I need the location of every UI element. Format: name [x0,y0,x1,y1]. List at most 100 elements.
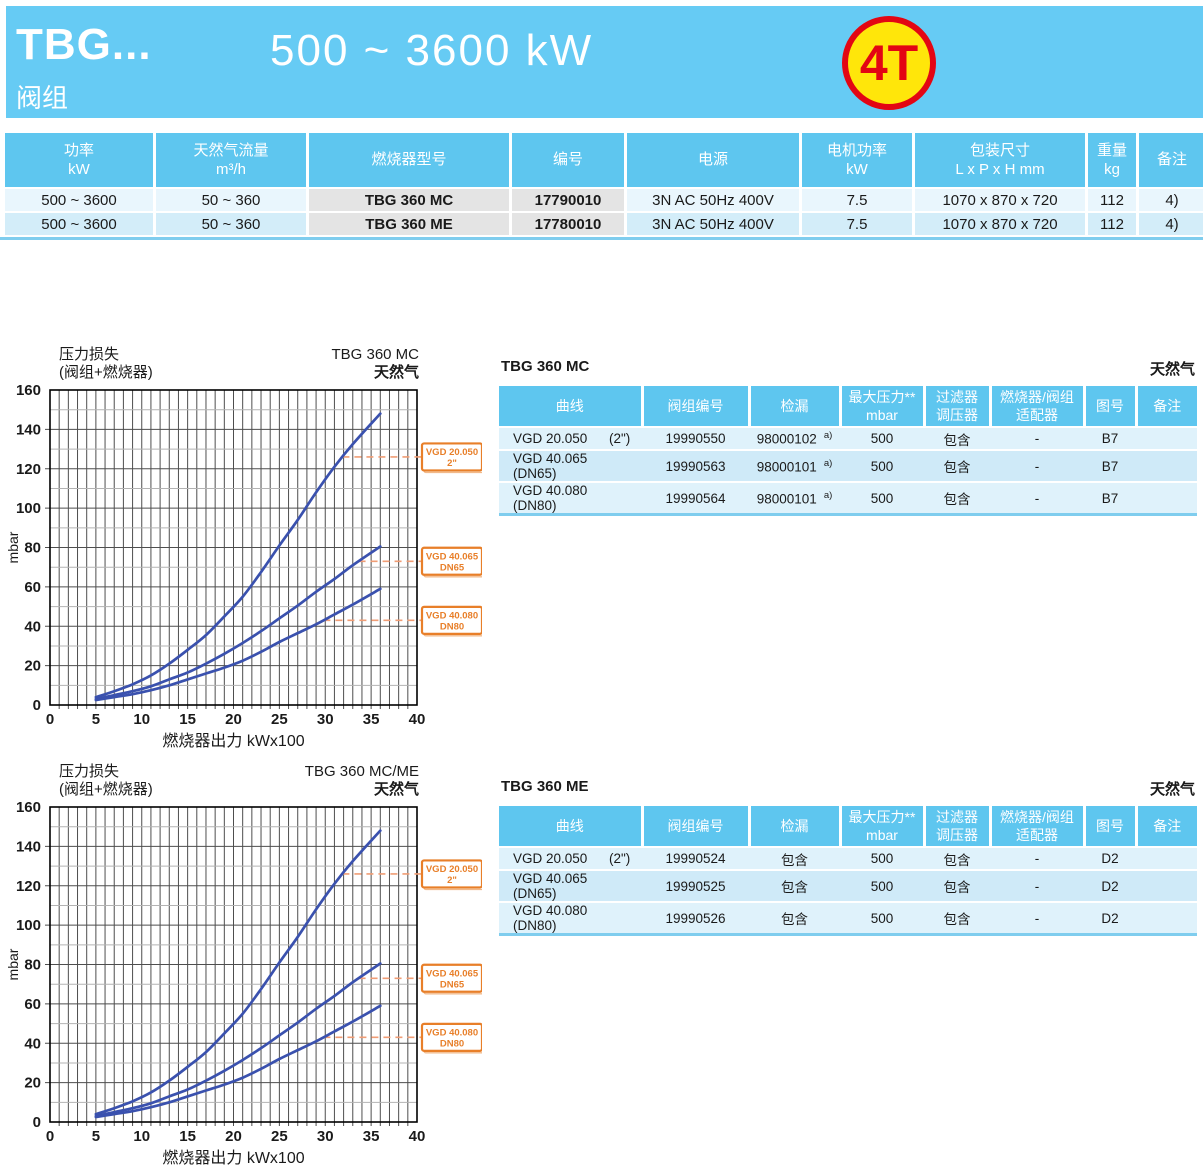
table-cell: 19990550 [642,426,749,450]
table-cell: VGD 40.080(DN80) [499,481,642,513]
y-tick-label: 100 [16,917,41,934]
column-header: 电源 [627,133,799,187]
table-underline [0,237,1203,240]
table-cell: 包含 [924,481,990,513]
x-tick-label: 20 [225,711,242,728]
table-underline [499,933,1197,936]
callout-label: DN65 [440,979,465,990]
curve-vgd-40-065-dn65 [94,962,382,1118]
table-cell: 1070 x 870 x 720 [915,211,1085,235]
chart-title-right: 天然气 [374,780,419,798]
column-header: 检漏 [747,386,840,427]
callout-label: DN80 [440,1038,464,1049]
valve-group-table-mc: TBG 360 MC 天然气 曲线 阀组编号 检漏 最大压力** mbar 过滤器 调压器燃… [499,358,1197,516]
table-cell: B7 [1084,426,1136,450]
table-cell: 17790010 [512,187,624,211]
x-tick-label: 35 [363,711,380,728]
y-tick-label: 60 [24,996,41,1013]
column-header: 备注 [1134,806,1197,847]
product-series-title: TBG... [16,20,152,69]
table-cell: 500 ~ 3600 [5,211,153,235]
burner-spec-table-wrap: 功率 kW 天然气流量 m³/h 燃烧器型号 编号 电源 电机功率 kW 包装尺寸 L x P x … [2,133,1203,235]
gas-type-label: 天然气 [1149,361,1195,378]
section-badge: 4T [842,16,936,110]
x-tick-label: 25 [271,1128,288,1145]
table-cell: - [990,901,1084,933]
table-cell: 19990525 [642,869,749,902]
y-tick-label: 80 [24,957,41,974]
y-tick-label: 80 [24,540,41,557]
y-tick-label: 140 [16,421,41,438]
column-header: 重量 kg [1088,133,1136,187]
x-tick-label: 20 [225,1128,242,1145]
curve-vgd-40-065-dn65 [94,545,382,701]
table-underline [499,513,1197,516]
table-cell: 4) [1139,187,1203,211]
table-cell [1136,846,1197,870]
table-cell: 500 [840,846,924,870]
x-axis-title: 燃烧器出力 kWx100 [162,732,304,750]
x-tick-label: 40 [409,1128,426,1145]
table-cell: 500 [840,426,924,450]
x-tick-label: 5 [92,711,100,728]
y-tick-label: 20 [24,1075,41,1092]
table-cell: B7 [1084,481,1136,513]
x-tick-label: 30 [317,711,334,728]
curve-vgd-40-080-dn80 [94,587,382,702]
column-header: 阀组编号 [640,386,749,427]
plot-border [49,389,418,706]
table-cell: 500 ~ 3600 [5,187,153,211]
x-tick-label: 15 [179,711,196,728]
callout-label: VGD 40.080 [426,610,478,621]
x-tick-label: 25 [271,711,288,728]
table-cell: VGD 40.080(DN80) [499,901,642,933]
chart-title-left: (阀组+燃烧器) [59,363,153,381]
table-cell: - [990,846,1084,870]
callout-label: DN65 [440,562,465,573]
y-tick-label: 0 [33,1114,41,1131]
table-cell: 500 [840,449,924,482]
table-cell: 98000101 a) [749,449,840,482]
y-tick-label: 120 [16,461,41,478]
column-header: 图号 [1082,806,1136,847]
table-cell: - [990,869,1084,902]
y-tick-label: 40 [24,1035,41,1052]
x-axis-title: 燃烧器出力 kWx100 [162,1149,304,1167]
table-cell: 3N AC 50Hz 400V [627,211,799,235]
callout-box [420,605,482,635]
table-cell: 98000101 a) [749,481,840,513]
gas-type-label: 天然气 [1149,781,1195,798]
table-cell: 500 [840,869,924,902]
column-header: 包装尺寸 L x P x H mm [915,133,1085,187]
x-tick-label: 0 [46,711,54,728]
column-header: 功率 kW [5,133,153,187]
table-cell: VGD 20.050 (2") [499,426,642,450]
x-tick-label: 15 [179,1128,196,1145]
table-cell [1136,426,1197,450]
y-tick-label: 60 [24,579,41,596]
chart-title-left: 压力损失 [59,763,119,780]
column-header: 阀组编号 [640,806,749,847]
callout-label: VGD 40.065 [426,551,479,562]
table-header-row: 曲线 阀组编号 检漏 最大压力** mbar 过滤器 调压器 燃烧器/阀组 适配器 图号 备注 [499,806,1197,847]
header-band: TBG... 阀组 500 ~ 3600 kW 4T [6,6,1203,118]
table-row: VGD 40.065(DN65) 19990563 98000101 a) 500 包含 -… [499,449,1197,482]
table-cell: 1070 x 870 x 720 [915,187,1085,211]
callout-label: 2" [447,875,457,886]
y-tick-label: 0 [33,697,41,714]
x-tick-label: 35 [363,1128,380,1145]
callout-box [420,442,482,472]
chart-title-right: TBG 360 MC [331,346,419,363]
y-tick-label: 20 [24,658,41,675]
table-header-row: 曲线 阀组编号 检漏 最大压力** mbar 过滤器 调压器 燃烧器/阀组 适配器 图号 备注 [499,386,1197,427]
table-cell: 50 ~ 360 [156,211,306,235]
table-cell: 50 ~ 360 [156,187,306,211]
y-axis-title: mbar [5,531,21,563]
column-header: 备注 [1139,133,1203,187]
pressure-loss-chart-mc: 0 5 10 15 20 25 30 35 40 0 20 40 60 80 100 120 140 160 燃烧器… [5,346,482,750]
column-header: 电机功率 kW [802,133,912,187]
column-header: 燃烧器/阀组 适配器 [988,806,1084,847]
table-cell: 包含 [924,846,990,870]
table-row: 500 ~ 3600 50 ~ 360 TBG 360 ME 17780010 3N A… [5,211,1203,235]
table-cell: 7.5 [802,211,912,235]
